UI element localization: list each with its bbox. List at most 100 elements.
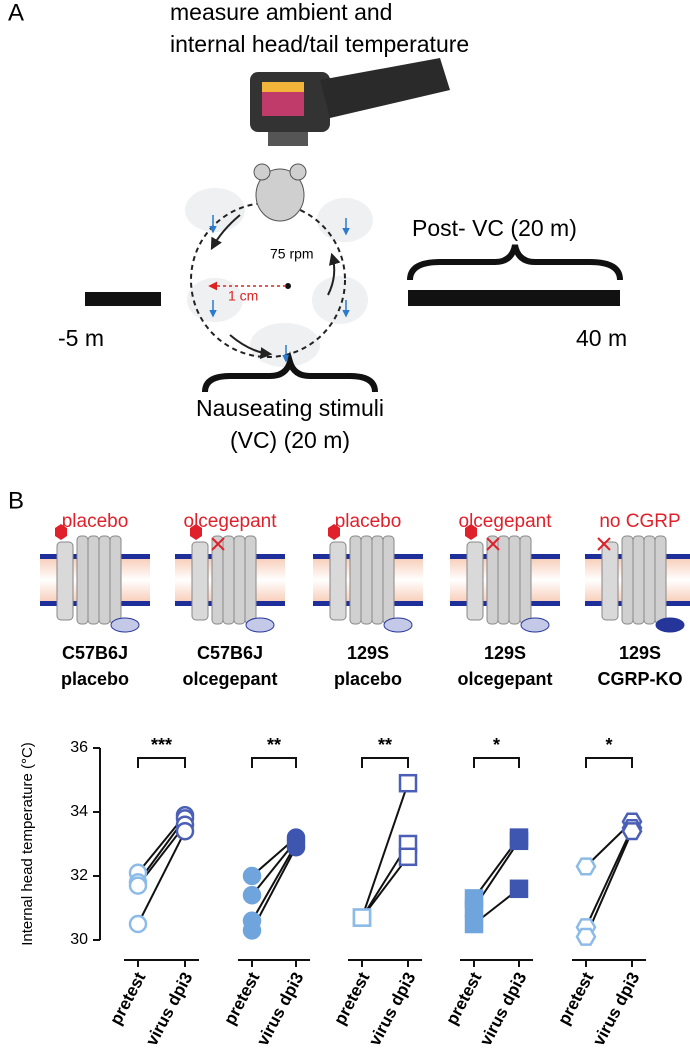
cgrp [465, 524, 477, 540]
x-tick-label: virus dpi3 [476, 969, 530, 1049]
group-label: C57B6J [197, 643, 263, 663]
marker [464, 898, 484, 918]
group-label: 129S [347, 643, 389, 663]
marker [621, 822, 643, 841]
receptor [349, 535, 362, 625]
pair-line [137, 830, 186, 925]
x-tick-label: pretest [330, 969, 374, 1028]
receptor [382, 535, 395, 625]
y-tick-label: 34 [70, 803, 88, 820]
receptor [87, 535, 100, 625]
receptor [109, 535, 122, 625]
cgrp [328, 524, 340, 540]
significance-bracket [473, 757, 520, 768]
y-tick-label: 30 [70, 931, 88, 948]
stimuli-line: Nauseating stimuli [196, 395, 384, 421]
receptor [360, 535, 373, 625]
x-tick-label: virus dpi3 [365, 969, 419, 1049]
group-label: olcegepant [182, 669, 277, 689]
significance: *** [151, 735, 172, 755]
significance: * [605, 735, 612, 755]
receptor [654, 535, 667, 625]
y-tick-label: 36 [70, 739, 88, 756]
marker [509, 879, 529, 899]
significance-bracket [137, 757, 186, 768]
marker [398, 773, 418, 793]
receptor [519, 535, 532, 625]
brace [202, 351, 378, 393]
receptor [371, 535, 384, 625]
group-label: olcegepant [457, 669, 552, 689]
x-tick-label: pretest [106, 969, 150, 1028]
rcp [520, 617, 550, 633]
title-line: measure ambient and [170, 0, 392, 25]
receptor [621, 535, 634, 625]
marker [128, 876, 148, 895]
thermal-camera [250, 58, 450, 146]
marker [175, 821, 195, 841]
speed-label: 75 rpm [270, 246, 314, 262]
significance: ** [267, 735, 281, 755]
pair-line [585, 827, 633, 928]
receptor [601, 541, 619, 621]
treatment-label: olcegepant [184, 511, 278, 532]
rcp [655, 617, 685, 633]
cgrp [55, 524, 67, 540]
receptor [233, 535, 246, 625]
marker [464, 914, 484, 934]
significance-bracket [585, 757, 633, 768]
receptor [56, 541, 74, 621]
title-line: internal head/tail temperature [170, 31, 469, 57]
y-axis-title: Internal head temperature (°C) [19, 742, 36, 946]
pair-line [585, 830, 633, 938]
receptor [643, 535, 656, 625]
rcp [245, 617, 275, 633]
marker [242, 866, 262, 886]
receptor [222, 535, 235, 625]
pair-line [361, 856, 409, 919]
x-tick-label: virus dpi3 [142, 969, 196, 1049]
receptor [632, 535, 645, 625]
timeline-bar [85, 292, 161, 306]
end-label: 40 m [576, 325, 627, 351]
radius-label: 1 cm [228, 288, 258, 304]
significance: ** [378, 735, 392, 755]
receptor [329, 541, 347, 621]
mice-diagram [185, 163, 373, 367]
receptor [508, 535, 521, 625]
rcp [383, 617, 413, 633]
pair-line [251, 843, 297, 922]
receptor [244, 535, 257, 625]
rcp [110, 617, 140, 633]
marker [398, 847, 418, 867]
group-label: CGRP-KO [598, 669, 683, 689]
receptor [497, 535, 510, 625]
marker [242, 885, 262, 905]
cgrp [190, 524, 202, 540]
treatment-label: placebo [62, 511, 129, 532]
group-label: 129S [484, 643, 526, 663]
panel-label: B [8, 487, 24, 514]
marker [575, 927, 597, 946]
group-label: 129S [619, 643, 661, 663]
group-label: C57B6J [62, 643, 128, 663]
marker [242, 921, 262, 940]
post-label: Post- VC (20 m) [412, 215, 577, 241]
receptor [76, 535, 89, 625]
start-label: -5 m [58, 325, 104, 351]
brace [407, 244, 623, 281]
marker [352, 908, 372, 927]
pair-line [361, 782, 409, 918]
receptor [191, 541, 209, 621]
significance-bracket [361, 757, 409, 768]
y-tick-label: 32 [70, 867, 88, 884]
cross [211, 537, 225, 551]
cross [486, 537, 500, 551]
group-label: placebo [61, 669, 129, 689]
receptor [98, 535, 111, 625]
treatment-label: placebo [335, 511, 402, 532]
marker [509, 831, 529, 851]
marker [128, 914, 148, 934]
receptor [466, 541, 484, 621]
